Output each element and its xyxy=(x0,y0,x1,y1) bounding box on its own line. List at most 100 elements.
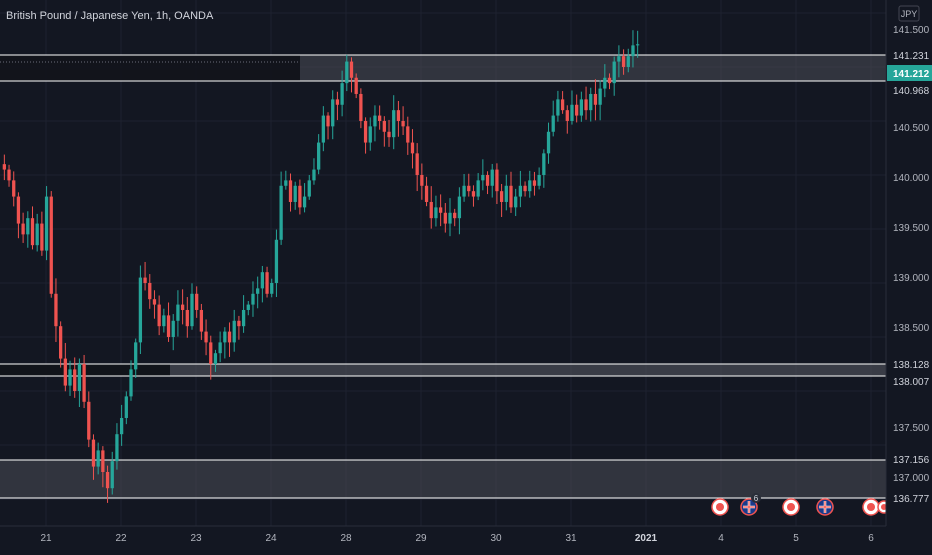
event-marker-uk-flag[interactable] xyxy=(816,498,834,516)
candle xyxy=(265,266,269,298)
candle xyxy=(176,290,180,337)
candle-body xyxy=(105,471,110,489)
currency-badge[interactable]: JPY xyxy=(898,5,920,22)
candle xyxy=(551,100,555,137)
candle-body xyxy=(499,191,504,202)
candle-body xyxy=(415,153,419,175)
event-marker-uk-flag[interactable] xyxy=(740,498,758,516)
candle xyxy=(256,276,260,309)
candle-body xyxy=(77,363,82,391)
candle-body xyxy=(143,277,147,283)
candle-body xyxy=(87,401,91,440)
candle xyxy=(363,117,368,154)
candle-body xyxy=(340,83,344,105)
candle xyxy=(457,187,462,235)
candle xyxy=(575,94,579,123)
candle-body xyxy=(54,293,58,327)
candle-body xyxy=(237,320,241,327)
candle-body xyxy=(218,342,222,354)
candle-body xyxy=(471,191,476,197)
candles xyxy=(2,30,640,503)
candle xyxy=(213,349,218,372)
candle-body xyxy=(485,174,490,186)
candle xyxy=(16,192,21,239)
candle xyxy=(636,30,640,58)
candle xyxy=(143,261,147,291)
candle xyxy=(129,360,133,401)
event-markers[interactable]: 6 xyxy=(711,493,891,516)
candle-body xyxy=(626,56,630,67)
candle xyxy=(448,198,452,237)
candle-body xyxy=(560,99,565,111)
svg-text:137.156: 137.156 xyxy=(893,455,930,466)
candle xyxy=(101,446,105,488)
candle xyxy=(579,91,584,122)
candle xyxy=(406,116,410,155)
candle-body xyxy=(363,120,368,143)
event-marker-flag[interactable] xyxy=(862,498,880,516)
candle-body xyxy=(91,439,96,467)
candle xyxy=(21,212,25,243)
time-tick: 5 xyxy=(793,533,799,544)
svg-text:141.231: 141.231 xyxy=(893,51,930,62)
candle-body xyxy=(556,99,560,116)
candle-body xyxy=(176,304,180,321)
event-marker-flag[interactable] xyxy=(711,498,729,516)
candle-body xyxy=(617,56,621,62)
price-tick: 137.000 xyxy=(893,473,930,484)
candle-body xyxy=(26,218,30,235)
candle xyxy=(157,295,161,336)
price-label-top-zone-lower: 140.968 xyxy=(887,83,932,98)
price-tick: 139.500 xyxy=(893,223,930,234)
candle xyxy=(462,173,466,202)
candle xyxy=(227,322,232,357)
candle xyxy=(392,95,396,150)
candle-body xyxy=(171,320,175,337)
price-label-low-zone-upper: 137.156 xyxy=(887,452,932,467)
price-axis[interactable]: JPY 141.500 140.500 140.000 139.500 139.… xyxy=(885,0,932,526)
candle xyxy=(584,86,588,120)
candle xyxy=(251,281,255,317)
time-tick: 23 xyxy=(190,533,202,544)
candle xyxy=(593,79,598,121)
candle-body xyxy=(180,304,185,310)
candle-body xyxy=(298,185,302,208)
candle-body xyxy=(35,223,39,246)
candle xyxy=(542,149,546,188)
candle xyxy=(119,404,124,446)
candle xyxy=(49,191,53,298)
candle xyxy=(434,195,438,227)
candle-body xyxy=(504,185,508,202)
candle xyxy=(603,64,607,98)
candle-body xyxy=(396,110,401,121)
candle-body xyxy=(443,212,447,224)
candle-body xyxy=(63,358,67,386)
candle-body xyxy=(148,282,152,300)
time-axis[interactable]: 21 22 23 24 28 29 30 31 2021 4 5 6 xyxy=(0,525,932,550)
candle-body xyxy=(115,434,119,462)
price-tick: 137.500 xyxy=(893,423,930,434)
svg-text:141.212: 141.212 xyxy=(893,69,930,80)
candle xyxy=(284,170,288,190)
event-marker-flag[interactable] xyxy=(782,498,800,516)
candle xyxy=(532,171,537,196)
candle-body xyxy=(279,185,283,240)
svg-text:136.777: 136.777 xyxy=(893,494,930,505)
candle-body xyxy=(49,196,53,294)
candle-body xyxy=(448,212,452,224)
candle xyxy=(148,274,152,309)
candle xyxy=(471,185,476,207)
candle-body xyxy=(457,196,462,219)
candle xyxy=(518,170,523,208)
candle xyxy=(68,360,72,396)
candle xyxy=(209,335,213,380)
candle xyxy=(91,434,96,480)
candle xyxy=(185,297,189,338)
candle xyxy=(335,91,340,121)
candle-body xyxy=(387,131,391,138)
candle xyxy=(138,265,143,355)
chart-title: British Pound / Japanese Yen, 1h, OANDA xyxy=(6,10,214,22)
candle-body xyxy=(481,174,485,181)
candle xyxy=(570,90,574,125)
